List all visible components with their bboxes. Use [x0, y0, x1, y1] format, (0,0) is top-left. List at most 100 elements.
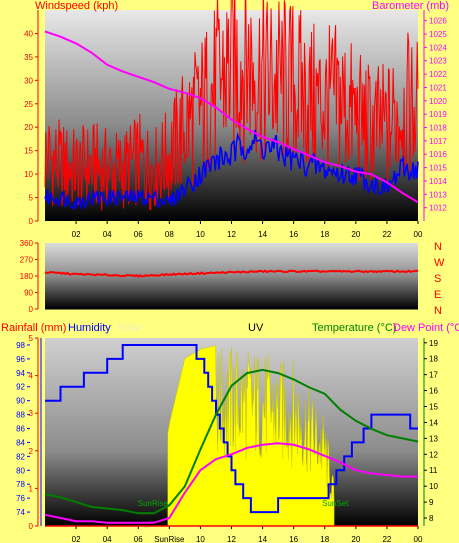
climate-x-tick-label: 20: [351, 535, 360, 543]
humidity-axis-label: Humidity: [68, 322, 111, 334]
rainfall-y-tick-label: 4: [29, 372, 34, 381]
wind-x-tick-label: 04: [103, 230, 112, 239]
climate-x-tick-label: 16: [289, 535, 298, 543]
windspeed-y-tick-label: 40: [24, 29, 33, 38]
temperature-y-tick-label: 13: [429, 434, 438, 443]
wind-x-tick-label: 16: [289, 230, 298, 239]
climate-x-tick-label: 18: [320, 535, 329, 543]
dew-point-line: [44, 442, 418, 524]
barometer-y-tick-label: 1014: [429, 177, 447, 186]
climate-x-tick-label: 14: [258, 535, 267, 543]
barometer-y-tick-label: 1022: [429, 70, 447, 79]
wind-x-tick-label: 10: [196, 230, 205, 239]
rainfall-y-tick-label: 2: [29, 447, 34, 456]
humidity-line: [45, 344, 418, 514]
humidity-y-tick-label: 78: [16, 480, 25, 489]
climate-x-tick-label: 04: [103, 535, 112, 543]
humidity-y-tick-label: 76: [16, 494, 25, 503]
temperature-y-tick-label: 14: [429, 418, 438, 427]
humidity-y-tick-label: 98: [16, 341, 25, 350]
barometer-y-tick-label: 1018: [429, 124, 447, 133]
barometer-y-tick-label: 1013: [429, 190, 447, 199]
temperature-line: [44, 368, 419, 515]
direction-plot-area: [45, 243, 418, 309]
humidity-y-tick-label: 84: [16, 438, 25, 447]
solar-axis-label: Solar: [117, 322, 143, 334]
barometer-y-tick-label: 1012: [429, 204, 447, 213]
temperature-y-tick-label: 19: [429, 339, 438, 348]
humidity-y-tick-label: 96: [16, 355, 25, 364]
compass-label-0: N: [434, 241, 442, 253]
windspeed-y-tick-label: 30: [24, 76, 33, 85]
sunset-marker: SunSet: [322, 499, 349, 508]
wind-x-tick-label: 14: [258, 230, 267, 239]
direction-y-tick-label: 0: [29, 305, 34, 314]
wind-gust-line: [44, 129, 419, 211]
windspeed-y-tick-label: 35: [24, 53, 33, 62]
temperature-y-tick-label: 8: [429, 514, 434, 523]
humidity-y-tick-label: 86: [16, 425, 25, 434]
humidity-y-tick-label: 90: [16, 397, 25, 406]
climate-x-tick-label: SunRise: [154, 535, 185, 543]
wind-x-tick-label: 18: [320, 230, 329, 239]
temperature-y-tick-label: 16: [429, 387, 438, 396]
direction-y-tick-label: 180: [20, 272, 34, 281]
barometer-y-tick-label: 1020: [429, 97, 447, 106]
barometer-line: [44, 30, 419, 204]
windspeed-y-tick-label: 25: [24, 100, 33, 109]
rainfall-y-tick-label: 5: [29, 334, 34, 343]
climate-x-tick-label: 22: [382, 535, 391, 543]
climate-x-tick-label: 10: [196, 535, 205, 543]
wind-x-tick-label: 08: [165, 230, 174, 239]
windspeed-y-tick-label: 15: [24, 147, 33, 156]
rainfall-y-tick-label: 0: [29, 522, 34, 531]
wind-x-tick-label: 20: [351, 230, 360, 239]
barometer-y-tick-label: 1017: [429, 137, 447, 146]
windspeed-y-tick-label: 10: [24, 170, 33, 179]
barometer-y-tick-label: 1025: [429, 30, 447, 39]
windspeed-y-tick-label: 20: [24, 123, 33, 132]
barometer-y-tick-label: 1023: [429, 57, 447, 66]
windspeed-y-tick-label: 0: [29, 217, 34, 226]
rainfall-y-tick-label: 3: [29, 409, 34, 418]
barometer-y-tick-label: 1016: [429, 150, 447, 159]
rainfall-y-tick-label: 1: [29, 484, 34, 493]
direction-y-tick-label: 360: [20, 239, 34, 248]
dewpoint-axis-label: Dew Point (°C: [393, 322, 459, 334]
wind-x-tick-label: 02: [72, 230, 81, 239]
barometer-axis-label: Barometer (mb): [372, 0, 449, 12]
climate-x-tick-label: 12: [227, 535, 236, 543]
uv-axis-label: UV: [248, 322, 264, 334]
climate-x-tick-label: 02: [72, 535, 81, 543]
temperature-y-tick-label: 17: [429, 371, 438, 380]
temperature-y-tick-label: 15: [429, 403, 438, 412]
barometer-y-tick-label: 1015: [429, 164, 447, 173]
temperature-y-tick-label: 9: [429, 498, 434, 507]
humidity-y-tick-label: 82: [16, 452, 25, 461]
humidity-y-tick-label: 74: [16, 508, 25, 517]
humidity-y-tick-label: 80: [16, 466, 25, 475]
barometer-y-tick-label: 1024: [429, 43, 447, 52]
windspeed-axis-label: Windspeed (kph): [35, 0, 118, 12]
temperature-y-tick-label: 11: [429, 466, 438, 475]
compass-label-2: S: [434, 273, 441, 285]
wind-x-tick-label: 12: [227, 230, 236, 239]
climate-x-tick-label: 00: [414, 535, 423, 543]
temperature-axis-label: Temperature (°C): [312, 322, 396, 334]
humidity-y-tick-label: 88: [16, 411, 25, 420]
windspeed-y-tick-label: 5: [29, 194, 34, 203]
temperature-y-tick-label: 12: [429, 450, 438, 459]
direction-y-tick-label: 270: [20, 256, 34, 265]
compass-label-3: E: [434, 289, 441, 301]
wind-x-tick-label: 22: [382, 230, 391, 239]
wind-direction-line: [44, 269, 419, 278]
climate-x-tick-label: 06: [134, 535, 143, 543]
barometer-y-tick-label: 1019: [429, 110, 447, 119]
wind-x-tick-label: 00: [414, 230, 423, 239]
humidity-y-tick-label: 92: [16, 383, 25, 392]
temperature-y-tick-label: 18: [429, 355, 438, 364]
temperature-y-tick-label: 10: [429, 482, 438, 491]
sunrise-marker: SunRise: [138, 499, 169, 508]
